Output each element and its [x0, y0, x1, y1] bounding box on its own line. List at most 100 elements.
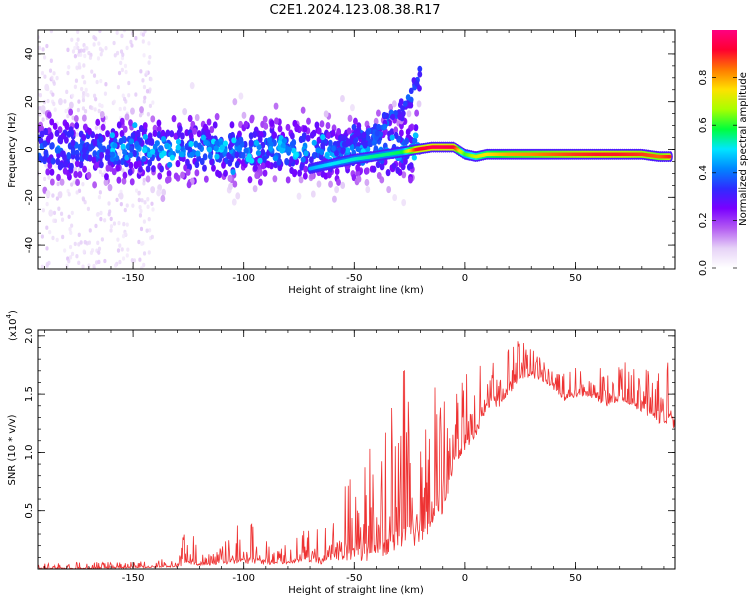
- spectrogram-scatter-point: [52, 122, 58, 130]
- spectrogram-scatter-point: [235, 192, 241, 200]
- spectrogram-scatter-point: [316, 127, 322, 135]
- spectrogram-scatter-point: [46, 111, 52, 119]
- spectrogram-scatter-point: [82, 165, 87, 173]
- spectrogram-haze-point: [147, 60, 151, 65]
- spectrogram-branch-point: [382, 123, 388, 130]
- spectrogram-haze-point: [90, 69, 94, 74]
- spectrogram-scatter-point: [39, 125, 45, 133]
- spectrogram-scatter-point: [119, 130, 125, 138]
- spectrogram-scatter-point: [289, 156, 294, 164]
- spectrogram-haze-point: [79, 48, 83, 53]
- spectrogram-haze-point: [83, 53, 87, 59]
- spectrogram-haze-point: [51, 235, 55, 241]
- spectrogram-bright-point: [389, 134, 395, 141]
- spectrogram-haze-point: [95, 79, 99, 85]
- spectrogram-scatter-point: [57, 163, 63, 171]
- spectrogram-haze-point: [132, 258, 137, 263]
- spectrogram-haze-point: [55, 196, 59, 201]
- spectrogram-branch-point: [376, 123, 382, 131]
- spectrogram-haze-point: [77, 232, 81, 238]
- spectrogram-scatter-point: [70, 139, 76, 147]
- spectrogram-scatter-point: [207, 152, 213, 160]
- spectrogram-haze-point: [149, 77, 153, 82]
- spectrogram-scatter-point: [42, 140, 48, 148]
- spectrogram-scatter-point: [129, 145, 134, 153]
- spectrogram-scatter-point: [371, 165, 377, 173]
- spectrogram-bright-point: [320, 134, 326, 141]
- spectrogram-bright-point: [213, 145, 219, 152]
- spectrogram-scatter-point: [42, 154, 48, 163]
- spectrogram-haze-point: [146, 112, 150, 117]
- spectrogram-haze-point: [137, 191, 141, 196]
- spectrogram-scatter-point: [122, 171, 128, 179]
- spectrogram-scatter-point: [260, 148, 266, 156]
- spectrogram-scatter-point: [243, 120, 249, 128]
- spectrogram-scatter-point: [252, 185, 258, 193]
- spectrogram-x-ticks: -150 -100 -50 0 50: [44, 30, 665, 284]
- spectrogram-branch-point: [365, 128, 371, 136]
- spectrogram-scatter-point: [165, 129, 171, 137]
- spectrogram-branch-point: [345, 138, 351, 145]
- spectrogram-scatter-point: [98, 135, 104, 144]
- spectrogram-haze-point: [51, 92, 55, 97]
- spectrogram-haze-point: [73, 241, 77, 247]
- spectrogram-scatter-point: [175, 160, 181, 168]
- spectrogram-haze-point: [55, 75, 59, 81]
- spectrogram-haze-point: [70, 251, 75, 257]
- spectrogram-scatter-point: [64, 136, 69, 144]
- spectrogram-haze-point: [103, 169, 107, 175]
- spectrogram-scatter-point: [230, 131, 235, 140]
- spectrogram-scatter-point: [393, 131, 399, 140]
- spectrogram-haze-point: [76, 107, 80, 113]
- spectrogram-haze-point: [109, 228, 113, 233]
- spectrogram-haze-point: [151, 207, 155, 212]
- y-tick-label: 20: [24, 95, 35, 108]
- spectrogram-haze-point: [71, 115, 75, 120]
- spectrogram-haze-point: [45, 201, 49, 207]
- spectrogram-haze-point: [60, 217, 65, 222]
- spectrogram-scatter-point: [355, 169, 361, 177]
- spectrogram-scatter-point: [347, 114, 353, 122]
- spectrogram-scatter-point: [104, 173, 109, 181]
- spectrogram-haze-point: [41, 117, 45, 122]
- spectrogram-haze-point: [125, 45, 129, 51]
- spectrogram-bright-point: [255, 150, 262, 157]
- spectrogram-haze-point: [99, 52, 103, 57]
- spectrogram-scatter-point: [38, 134, 41, 142]
- spectrogram-scatter-point: [273, 102, 279, 110]
- spectrogram-haze-point: [142, 177, 146, 183]
- spectrogram-branch-point: [417, 65, 423, 73]
- spectrogram-haze-point: [117, 220, 121, 226]
- spectrogram-haze-point: [83, 240, 87, 245]
- spectrogram-scatter-point: [365, 185, 371, 194]
- spectrogram-scatter-point: [156, 189, 162, 197]
- spectrogram-haze-point: [66, 113, 70, 119]
- spectrogram-haze-point: [140, 241, 144, 246]
- spectrogram-bright-point: [206, 146, 213, 153]
- spectrogram-scatter-point: [236, 145, 242, 153]
- spectrogram-haze-point: [98, 190, 102, 195]
- spectrogram-scatter-point: [272, 131, 278, 139]
- spectrogram-scatter-point: [105, 148, 110, 156]
- spectrogram-scatter-point: [133, 161, 139, 169]
- spectrogram-scatter-point: [328, 139, 333, 147]
- spectrogram-branch-point: [402, 100, 408, 107]
- spectrogram-haze-point: [80, 86, 84, 92]
- y-tick-label: 0: [24, 146, 35, 152]
- spectrogram-haze-point: [87, 50, 91, 56]
- spectrogram-haze-point: [121, 256, 126, 261]
- spectrogram-scatter-point: [234, 160, 240, 169]
- spectrogram-scatter-point: [209, 158, 214, 166]
- spectrogram-scatter-point: [73, 115, 79, 123]
- spectrogram-scatter-point: [92, 181, 98, 189]
- spectrogram-scatter-point: [63, 160, 69, 168]
- spectrogram-scatter-point: [150, 186, 156, 194]
- spectrogram-haze-point: [112, 40, 116, 46]
- spectrogram-haze-point: [143, 95, 147, 100]
- spectrogram-haze-point: [81, 97, 86, 103]
- spectrogram-branch-point: [355, 129, 361, 137]
- spectrogram-scatter-point: [228, 182, 233, 191]
- snr-x-ticks: -150 -100 -50 0 50: [44, 330, 665, 584]
- spectrogram-haze-point: [129, 39, 133, 45]
- snr-series-line: [38, 341, 675, 569]
